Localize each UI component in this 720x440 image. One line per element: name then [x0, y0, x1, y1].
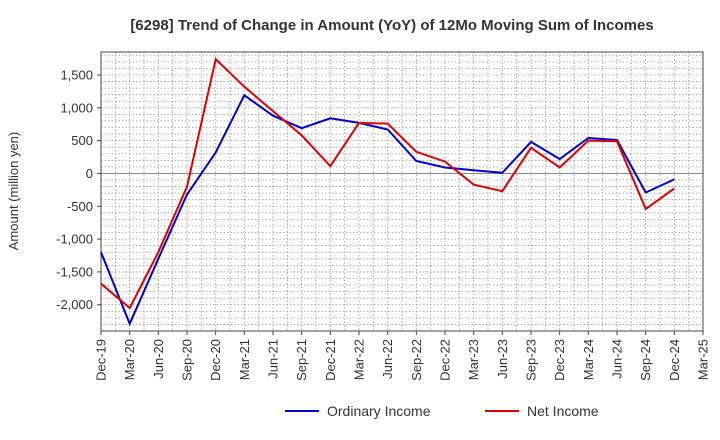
x-tick-label: Mar-25 — [696, 339, 711, 380]
x-tick-label: Jun-23 — [495, 339, 510, 379]
x-tick-label: Sep-20 — [180, 339, 195, 381]
y-tick-label: -500 — [67, 199, 93, 214]
ordinary-income-line — [100, 93, 675, 327]
axes: -2,000 -1,500 -1,000 -500 0 500 1,000 1,500 Dec-… — [56, 51, 711, 381]
y-tick-label: 0 — [86, 166, 93, 181]
x-tick-label: Mar-22 — [352, 339, 367, 380]
legend-item-net-income: Net Income — [485, 403, 599, 419]
plot-frame — [100, 51, 704, 332]
net-income-line — [100, 57, 675, 310]
x-tick-label: Jun-21 — [266, 339, 281, 379]
x-tick-label: Mar-24 — [581, 339, 596, 380]
x-tick-label: Mar-20 — [122, 339, 137, 380]
x-tick-label: Sep-23 — [524, 339, 539, 381]
x-tick-label: Dec-22 — [438, 339, 453, 381]
x-tick-label: Dec-24 — [667, 339, 682, 381]
y-tick-label: -1,000 — [56, 232, 93, 247]
y-tick-label: 1,500 — [60, 67, 93, 82]
grid-lines — [100, 52, 704, 332]
x-tick-label: Dec-20 — [208, 339, 223, 381]
chart-title: [6298] Trend of Change in Amount (YoY) o… — [130, 17, 653, 34]
legend-label-ordinary-income: Ordinary Income — [327, 403, 431, 419]
y-tick-label: 500 — [71, 133, 93, 148]
legend: Ordinary Income Net Income — [285, 403, 599, 419]
x-tick-label: Dec-21 — [323, 339, 338, 381]
x-tick-label: Mar-23 — [466, 339, 481, 380]
x-tick-label: Mar-21 — [237, 339, 252, 380]
x-tick-label: Dec-23 — [552, 339, 567, 381]
x-tick-label: Sep-21 — [294, 339, 309, 381]
legend-item-ordinary-income: Ordinary Income — [285, 403, 431, 419]
x-tick-label: Dec-19 — [94, 339, 109, 381]
x-tick-label: Jun-22 — [380, 339, 395, 379]
plot-area — [101, 52, 703, 331]
series-lines — [100, 57, 675, 327]
y-tick-label: -2,000 — [56, 297, 93, 312]
y-tick-label: 1,000 — [60, 100, 93, 115]
x-tick-label: Sep-24 — [638, 339, 653, 381]
x-tick-label: Sep-22 — [409, 339, 424, 381]
legend-label-net-income: Net Income — [527, 403, 599, 419]
y-axis-label: Amount (million yen) — [6, 132, 21, 251]
x-tick-label: Jun-24 — [610, 339, 625, 379]
y-tick-label: -1,500 — [56, 264, 93, 279]
x-tick-label: Jun-20 — [151, 339, 166, 379]
